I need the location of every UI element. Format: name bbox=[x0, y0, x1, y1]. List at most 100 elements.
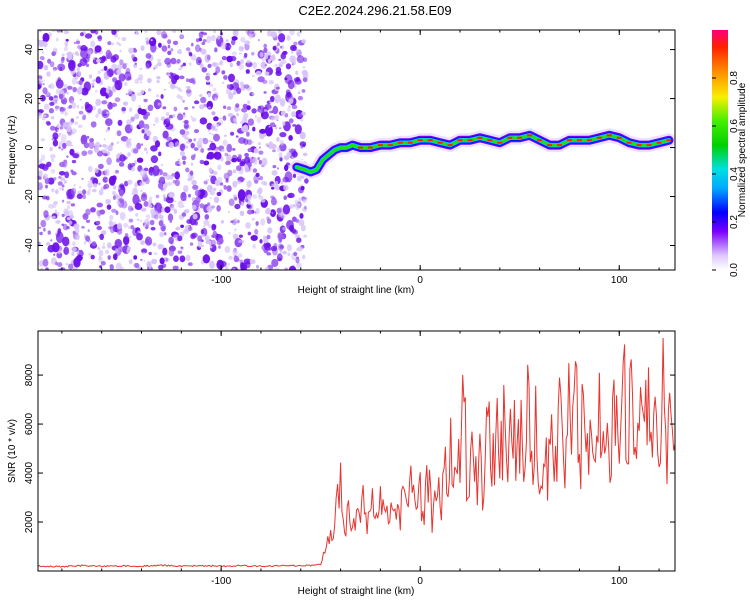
noise-blob bbox=[244, 152, 250, 157]
noise-blob bbox=[206, 184, 213, 193]
noise-blob bbox=[144, 236, 153, 246]
noise-blob bbox=[274, 184, 280, 191]
noise-blob bbox=[195, 56, 202, 66]
noise-blob bbox=[153, 123, 156, 126]
noise-blob bbox=[136, 233, 143, 241]
noise-blob bbox=[47, 177, 55, 185]
noise-blob bbox=[200, 48, 207, 55]
noise-blob bbox=[234, 218, 237, 222]
noise-blob bbox=[151, 258, 158, 265]
noise-blob bbox=[128, 47, 134, 54]
noise-blob bbox=[232, 30, 239, 37]
noise-blob bbox=[291, 151, 298, 158]
noise-blob bbox=[177, 235, 183, 242]
noise-blob bbox=[93, 146, 100, 153]
noise-blob bbox=[137, 77, 141, 81]
noise-blob bbox=[165, 112, 170, 117]
noise-blob bbox=[280, 223, 284, 225]
noise-blob bbox=[121, 200, 128, 209]
noise-blob bbox=[218, 245, 221, 249]
noise-blob bbox=[81, 87, 89, 96]
colorbar-tick-label: 0.2 bbox=[729, 215, 740, 229]
noise-blob bbox=[72, 241, 76, 247]
noise-blob bbox=[43, 210, 49, 218]
noise-blob bbox=[271, 170, 278, 176]
noise-blob bbox=[114, 238, 123, 248]
noise-blob bbox=[46, 242, 51, 246]
noise-blob bbox=[162, 44, 166, 47]
noise-blob bbox=[170, 48, 174, 52]
noise-blob bbox=[63, 246, 70, 255]
noise-blob bbox=[147, 104, 154, 112]
noise-blob bbox=[145, 63, 150, 70]
noise-blob bbox=[60, 134, 67, 143]
noise-blob bbox=[191, 117, 197, 122]
noise-blob bbox=[300, 118, 304, 122]
noise-blob bbox=[168, 236, 174, 244]
noise-blob bbox=[295, 203, 301, 211]
noise-blob bbox=[48, 96, 54, 101]
noise-blob bbox=[164, 206, 171, 213]
noise-blob bbox=[187, 262, 193, 266]
noise-blob bbox=[298, 197, 303, 202]
noise-blob bbox=[71, 171, 77, 176]
noise-blob bbox=[287, 252, 291, 257]
noise-blob bbox=[43, 114, 47, 118]
noise-blob bbox=[188, 52, 193, 57]
noise-blob bbox=[38, 60, 44, 70]
noise-blob bbox=[87, 150, 93, 155]
noise-blob bbox=[180, 64, 184, 68]
noise-blob bbox=[229, 55, 237, 62]
noise-blob bbox=[156, 80, 160, 84]
noise-blob bbox=[182, 112, 186, 116]
spectrogram-xtick-label: 100 bbox=[611, 275, 628, 286]
noise-blob bbox=[66, 92, 69, 95]
noise-blob bbox=[47, 58, 52, 64]
noise-blob bbox=[161, 45, 168, 52]
noise-blob bbox=[296, 175, 302, 182]
noise-blob bbox=[231, 36, 238, 41]
noise-blob bbox=[291, 228, 297, 234]
noise-blob bbox=[52, 51, 57, 56]
spectrogram-frame bbox=[37, 29, 676, 271]
noise-blob bbox=[119, 183, 125, 189]
noise-blob bbox=[176, 94, 181, 99]
noise-blob bbox=[131, 93, 137, 100]
noise-blob bbox=[211, 239, 216, 247]
noise-blob bbox=[105, 198, 111, 205]
noise-blob bbox=[259, 239, 263, 244]
noise-blob bbox=[125, 93, 128, 96]
noise-blob bbox=[289, 204, 295, 209]
noise-blob bbox=[134, 62, 137, 65]
noise-blob bbox=[40, 154, 46, 161]
noise-blob bbox=[160, 187, 164, 191]
noise-blob bbox=[199, 63, 204, 69]
noise-blob bbox=[113, 253, 118, 261]
noise-blob bbox=[76, 116, 79, 119]
snr-ytick-label: 4000 bbox=[24, 461, 35, 484]
noise-blob bbox=[82, 189, 87, 195]
noise-blob bbox=[76, 193, 83, 200]
noise-blob bbox=[38, 39, 41, 43]
noise-blob bbox=[185, 145, 189, 149]
noise-blob bbox=[185, 86, 189, 89]
noise-blob bbox=[247, 200, 251, 205]
noise-blob bbox=[160, 223, 167, 232]
noise-blob bbox=[210, 245, 213, 249]
noise-blob bbox=[163, 232, 167, 236]
noise-blob bbox=[124, 233, 129, 238]
noise-blob bbox=[211, 111, 216, 116]
colorbar-tick-label: 0.8 bbox=[729, 71, 740, 85]
noise-blob bbox=[199, 159, 205, 165]
noise-blob bbox=[264, 124, 273, 137]
noise-blob bbox=[304, 178, 309, 184]
noise-blob bbox=[257, 187, 263, 194]
noise-blob bbox=[116, 200, 120, 205]
noise-blob bbox=[51, 138, 54, 141]
noise-blob bbox=[117, 37, 121, 40]
noise-blob bbox=[143, 201, 149, 207]
noise-blob bbox=[252, 244, 256, 249]
noise-blob bbox=[232, 182, 236, 187]
noise-blob bbox=[232, 148, 236, 151]
noise-blob bbox=[68, 220, 73, 225]
